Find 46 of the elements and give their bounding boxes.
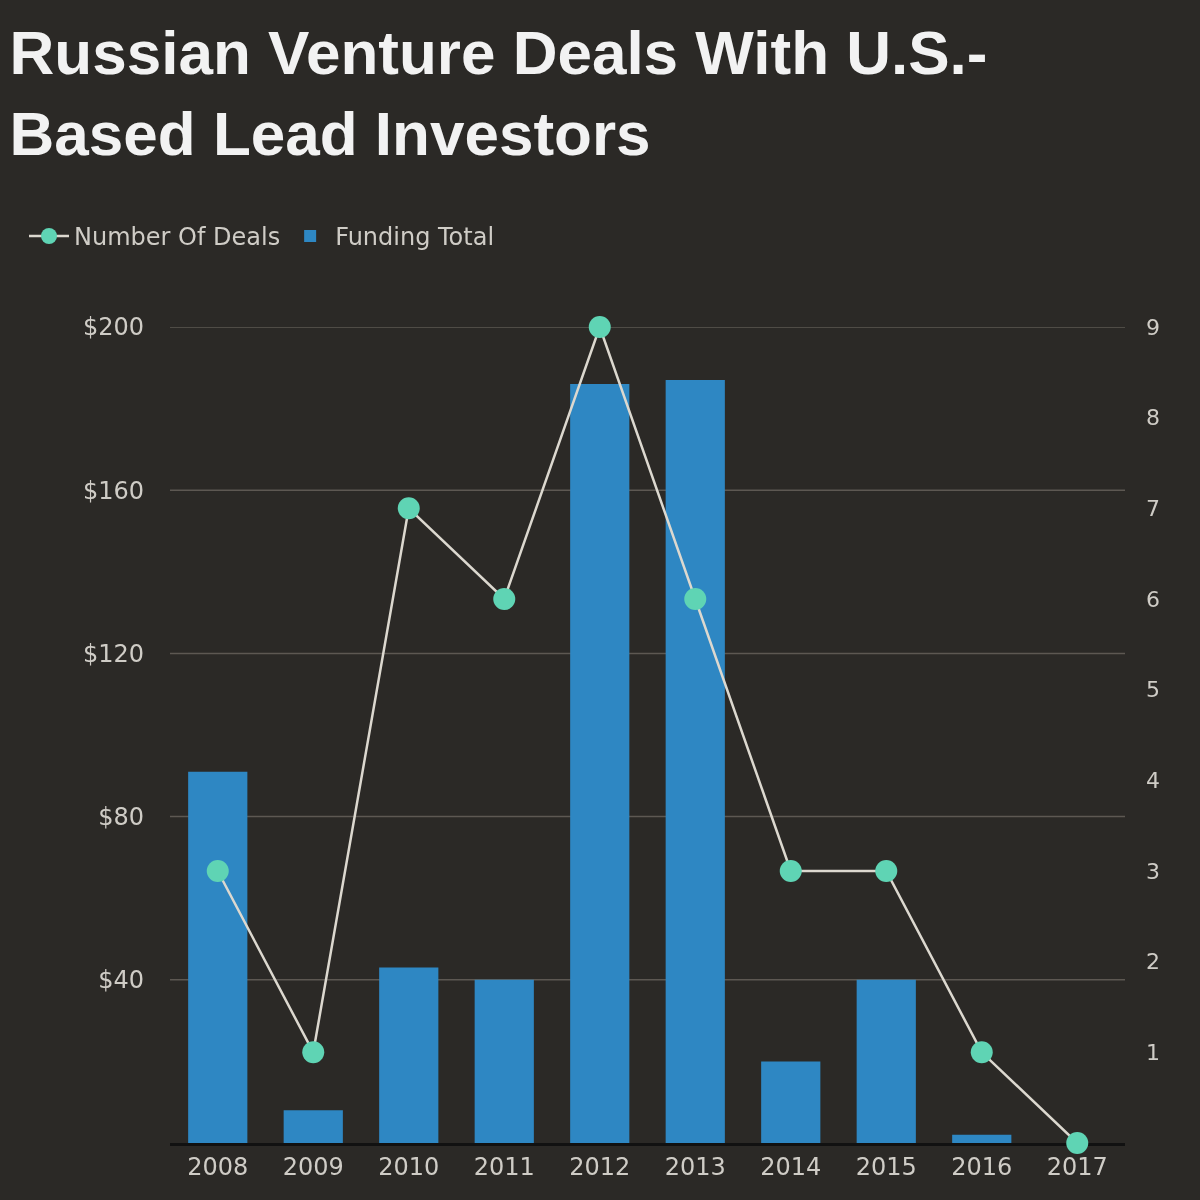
bar [188, 771, 248, 1143]
chart-title: Russian Venture Deals With U.S.-Based Lead Investors [9, 18, 988, 168]
legend-label: Funding Total [335, 223, 495, 252]
y2-tick-label: 9 [1146, 314, 1160, 340]
bar [283, 1110, 343, 1143]
y-tick-label: $120 [82, 639, 144, 668]
point [875, 860, 898, 882]
legend-label: Number Of Deals [74, 223, 281, 252]
y2-tick-label: 7 [1146, 496, 1160, 522]
y2-tick-label: 6 [1146, 586, 1160, 612]
point [588, 316, 611, 338]
bar [474, 979, 534, 1143]
y-tick-label: $40 [98, 966, 144, 995]
x-tick-label: 2017 [1046, 1152, 1108, 1181]
x-tick-label: 2013 [664, 1152, 726, 1181]
y2-tick-label: 5 [1146, 677, 1160, 703]
bar [665, 380, 725, 1143]
bar [856, 979, 916, 1143]
x-tick-label: 2012 [569, 1152, 631, 1181]
y-tick-label: $80 [98, 803, 144, 831]
x-tick-label: 2016 [951, 1152, 1013, 1181]
bar [379, 967, 439, 1143]
y2-tick-label: 2 [1146, 949, 1160, 975]
point [493, 588, 516, 610]
point [397, 497, 420, 520]
y-tick-label: $200 [82, 313, 144, 342]
bar [570, 384, 630, 1143]
x-tick-label: 2010 [378, 1152, 440, 1181]
point [302, 1041, 325, 1064]
point [970, 1041, 993, 1064]
point [779, 860, 802, 882]
bar [761, 1061, 821, 1143]
point [206, 860, 229, 882]
y2-tick-label: 4 [1146, 768, 1160, 794]
point [1066, 1132, 1089, 1154]
x-tick-label: 2014 [760, 1152, 822, 1181]
y-tick-label: $160 [82, 476, 144, 505]
x-tick-label: 2008 [187, 1152, 249, 1181]
x-tick-label: 2009 [282, 1152, 344, 1181]
bar [952, 1134, 1012, 1143]
y2-tick-label: 8 [1146, 405, 1160, 431]
x-tick-label: 2015 [855, 1152, 917, 1181]
y2-tick-label: 3 [1146, 858, 1160, 884]
x-tick-label: 2011 [473, 1152, 535, 1181]
y2-tick-label: 1 [1146, 1040, 1160, 1066]
point [684, 588, 707, 610]
